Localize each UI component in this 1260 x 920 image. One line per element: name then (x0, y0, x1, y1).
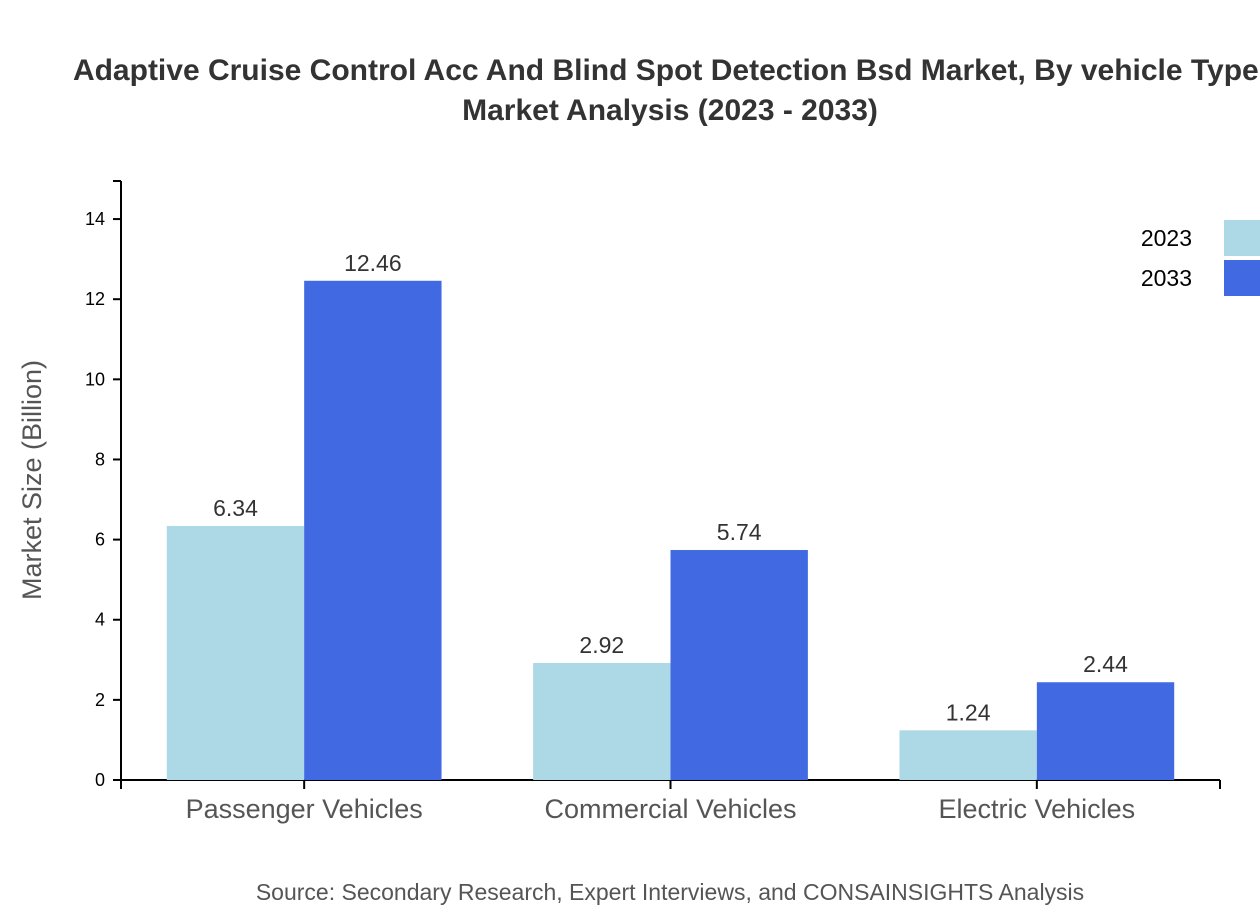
x-tick-label: Commercial Vehicles (544, 794, 796, 824)
data-label: 1.24 (946, 699, 991, 725)
y-tick-label: 0 (95, 770, 105, 790)
y-tick-label: 10 (85, 369, 105, 389)
bar-2023 (166, 525, 305, 780)
chart-title-line-2: Market Analysis (2023 - 2033) (462, 94, 878, 127)
bar-2033 (1036, 682, 1175, 780)
data-label: 5.74 (717, 519, 762, 545)
x-tick-label: Passenger Vehicles (186, 794, 423, 824)
legend-label: 2033 (1141, 265, 1192, 291)
data-label: 2.44 (1083, 651, 1128, 677)
y-tick-label: 6 (95, 530, 105, 550)
bar-2023 (533, 663, 671, 780)
legend-swatch (1224, 220, 1260, 256)
y-tick-label: 2 (95, 690, 105, 710)
y-tick-label: 8 (95, 449, 105, 469)
y-tick-label: 14 (85, 209, 105, 229)
y-tick-label: 12 (85, 289, 105, 309)
data-label: 6.34 (213, 495, 258, 521)
source-note: Source: Secondary Research, Expert Inter… (256, 879, 1084, 905)
data-label: 2.92 (579, 632, 624, 658)
y-tick-label: 4 (95, 610, 105, 630)
chart-title-line-1: Adaptive Cruise Control Acc And Blind Sp… (73, 54, 1260, 87)
bar-2033 (304, 280, 442, 780)
bar-2033 (670, 550, 808, 780)
x-tick-label: Electric Vehicles (939, 794, 1136, 824)
bar-2023 (899, 730, 1037, 780)
legend-label: 2023 (1141, 225, 1192, 251)
data-label: 12.46 (344, 250, 402, 276)
y-axis-label: Market Size (Billion) (17, 360, 47, 600)
legend-swatch (1224, 260, 1260, 296)
